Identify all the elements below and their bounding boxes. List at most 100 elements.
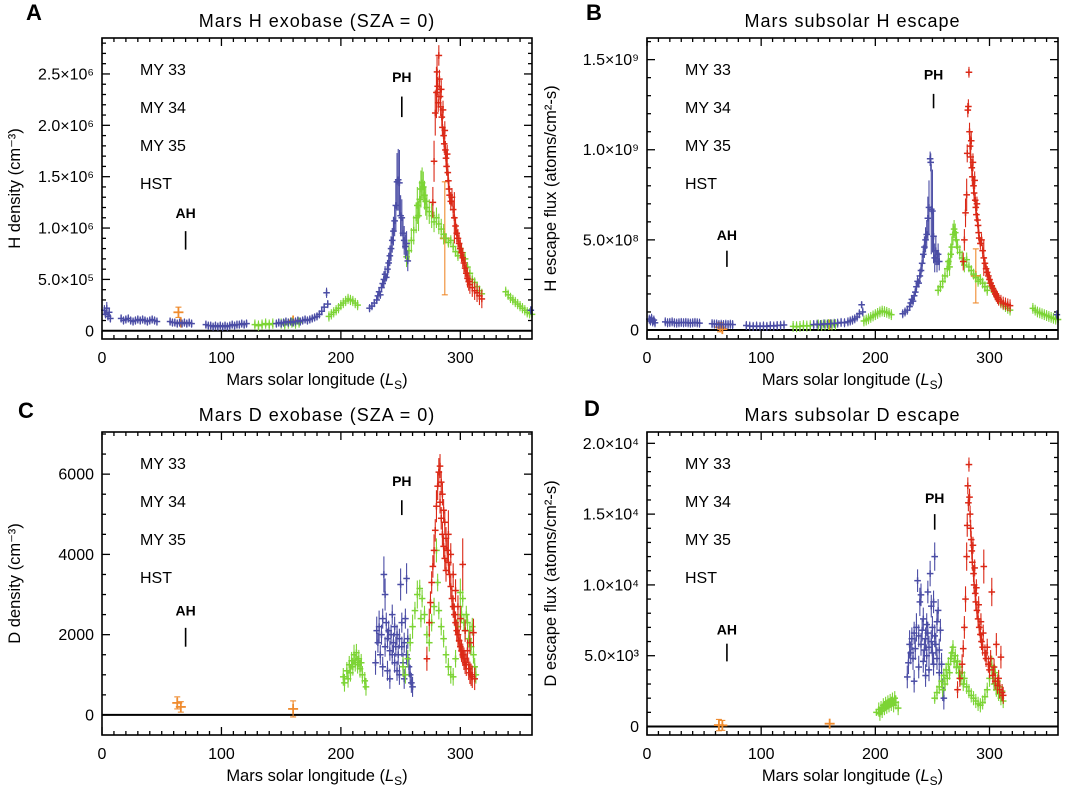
x-tick-label: 200 xyxy=(328,350,355,367)
y-tick-label: 1.5×10⁴ xyxy=(583,507,639,524)
x-tick-labels: 0 100 200 300 xyxy=(98,350,474,367)
legend: MY 33 MY 34 MY 35 HST xyxy=(685,456,731,587)
x-tick-label: 200 xyxy=(862,746,889,763)
series-my-35 xyxy=(904,542,948,710)
y-tick-label: 5.0×10⁸ xyxy=(583,232,639,249)
legend: MY 33 MY 34 MY 35 HST xyxy=(140,62,186,193)
plot-frame xyxy=(101,431,533,736)
x-tick-label: 0 xyxy=(98,350,107,367)
y-tick-labels: 0 2000 4000 6000 xyxy=(58,467,94,725)
y-tick-label: 0 xyxy=(85,707,94,724)
panel-title: Mars H exobase (SZA = 0) xyxy=(199,11,436,31)
legend: MY 33 MY 34 MY 35 HST xyxy=(140,456,186,587)
x-tick-label: 200 xyxy=(328,746,355,763)
legend-item: MY 35 xyxy=(685,532,731,549)
series-hst xyxy=(713,718,835,732)
annotation-ah: AH xyxy=(175,205,196,250)
legend-item: MY 33 xyxy=(685,456,731,473)
annotation-label: AH xyxy=(717,621,737,637)
x-tick-label: 300 xyxy=(976,746,1003,763)
y-tick-label: 1.5×10⁹ xyxy=(583,52,639,69)
y-tick-label: 0 xyxy=(630,719,639,736)
panel-letter-d: D xyxy=(584,396,600,421)
y-tick-label: 1.0×10⁶ xyxy=(38,221,94,238)
x-tick-label: 300 xyxy=(976,350,1003,367)
series-hst xyxy=(173,181,450,328)
legend-item: HST xyxy=(140,570,172,587)
x-tick-label: 0 xyxy=(643,746,652,763)
y-tick-label: 5.0×10⁵ xyxy=(38,272,94,289)
series-my-35 xyxy=(372,556,416,697)
x-axis-label: Mars solar longitude (LS) xyxy=(762,767,943,788)
legend-item: MY 34 xyxy=(140,100,186,117)
y-tick-label: 0 xyxy=(630,322,639,339)
x-tick-label: 200 xyxy=(862,350,889,367)
y-tick-label: 5.0×10³ xyxy=(584,648,639,665)
x-axis-label: Mars solar longitude (LS) xyxy=(226,371,407,392)
x-tick-label: 100 xyxy=(208,746,235,763)
y-tick-label: 2.0×10⁴ xyxy=(583,436,639,453)
series-my-33 xyxy=(954,457,1007,704)
panel-d-chart: Mars subsolar D escape 0 100 200 300 0 5.0×10³… xyxy=(542,405,1059,788)
panel-title: Mars subsolar H escape xyxy=(744,11,960,31)
annotation-ph: PH xyxy=(924,66,943,109)
y-tick-labels: 0 5.0×10⁵ 1.0×10⁶ 1.5×10⁶ 2.0×10⁶ 2.5×10⁶ xyxy=(38,66,94,340)
legend-item: MY 33 xyxy=(685,62,731,79)
plot-frame xyxy=(101,37,533,340)
y-tick-labels: 0 5.0×10⁸ 1.0×10⁹ 1.5×10⁹ xyxy=(583,52,639,339)
annotation-label: PH xyxy=(924,66,943,82)
series-my-33 xyxy=(959,66,1014,312)
annotation-label: AH xyxy=(175,205,195,221)
x-axis-label: Mars solar longitude (LS) xyxy=(762,371,943,392)
legend-item: MY 34 xyxy=(685,494,731,511)
y-axis-label: H escape flux (atoms/cm²-s) xyxy=(542,85,560,291)
panel-c-chart: Mars D exobase (SZA = 0) 0 100 200 300 0 2000 4… xyxy=(6,405,533,788)
y-axis-label: H density (cm⁻³) xyxy=(6,128,24,249)
y-axis-label: D density (cm⁻³) xyxy=(6,523,24,644)
y-tick-label: 2.0×10⁶ xyxy=(38,118,94,135)
x-tick-labels: 0 100 200 300 xyxy=(98,746,474,763)
plot-frame xyxy=(646,431,1059,736)
annotation-ph: PH xyxy=(392,473,412,516)
series-my-35 xyxy=(101,148,535,331)
annotation-label: PH xyxy=(392,473,411,489)
series-my-33 xyxy=(429,45,486,309)
annotation-ah: AH xyxy=(717,621,737,662)
legend-item: MY 34 xyxy=(140,494,186,511)
x-tick-labels: 0 100 200 300 xyxy=(643,350,1003,367)
legend-item: HST xyxy=(140,176,172,193)
annotation-label: PH xyxy=(392,69,411,85)
x-tick-label: 0 xyxy=(98,746,107,763)
legend: MY 33 MY 34 MY 35 HST xyxy=(685,62,731,193)
panel-letter-c: C xyxy=(18,398,34,423)
legend-item: MY 33 xyxy=(140,62,186,79)
legend-item: HST xyxy=(685,570,717,587)
y-tick-label: 1.0×10⁴ xyxy=(583,577,639,594)
x-tick-label: 0 xyxy=(643,350,652,367)
x-tick-labels: 0 100 200 300 xyxy=(643,746,1003,763)
panel-letter-a: A xyxy=(26,0,42,25)
x-axis-label: Mars solar longitude (LS) xyxy=(226,767,407,788)
y-axis-label: D escape flux (atoms/cm²-s) xyxy=(542,480,560,686)
panel-letter-b: B xyxy=(586,0,602,25)
annotation-ph: PH xyxy=(925,490,944,530)
annotation-label: AH xyxy=(175,602,195,618)
plot-frame xyxy=(646,37,1059,340)
legend-item: MY 34 xyxy=(685,100,731,117)
x-tick-label: 100 xyxy=(748,746,775,763)
series-my-35 xyxy=(645,151,1061,331)
annotation-ah: AH xyxy=(175,602,196,647)
series-my-33 xyxy=(423,454,478,691)
y-tick-label: 1.5×10⁶ xyxy=(38,169,94,186)
y-tick-label: 6000 xyxy=(58,467,94,484)
y-tick-label: 2.5×10⁶ xyxy=(38,66,94,83)
panel-a-chart: Mars H exobase (SZA = 0) 0 100 200 300 0 5.0×1… xyxy=(6,11,536,392)
annotation-ah: AH xyxy=(717,227,737,267)
y-tick-label: 1.0×10⁹ xyxy=(583,142,639,159)
annotation-ph: PH xyxy=(392,69,412,118)
series-hst xyxy=(172,696,299,718)
x-tick-label: 100 xyxy=(208,350,235,367)
legend-item: MY 33 xyxy=(140,456,186,473)
x-tick-label: 300 xyxy=(447,350,474,367)
